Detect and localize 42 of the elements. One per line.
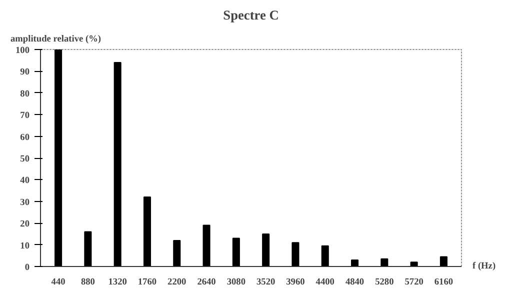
x-tick-label: 1320 [108, 278, 128, 288]
y-tick-label: 30 [20, 198, 30, 208]
bar [84, 231, 92, 266]
x-tick-label: 4840 [345, 278, 364, 288]
y-tick-label: 90 [20, 68, 30, 78]
x-tick-label: 3080 [226, 278, 246, 288]
y-tick-label: 60 [20, 132, 30, 143]
x-tick-label: 3520 [256, 278, 276, 288]
bar [262, 233, 270, 266]
y-axis-title: amplitude relative (%) [10, 34, 102, 44]
x-tick-label: 5280 [375, 278, 394, 288]
x-tick-label: 5720 [404, 278, 424, 288]
bar [321, 245, 329, 266]
y-tick-label: 50 [20, 154, 30, 164]
bar [440, 256, 448, 266]
bar [173, 240, 181, 266]
bar [202, 224, 210, 266]
y-tick-label: 100 [16, 46, 30, 56]
bar [232, 238, 240, 266]
x-axis-title: f (Hz) [472, 262, 496, 272]
bar [380, 258, 388, 266]
y-tick-label: 10 [20, 241, 30, 252]
y-tick-label: 80 [20, 89, 30, 100]
bar [54, 50, 62, 266]
y-tick-label: 20 [20, 220, 30, 230]
x-tick-label: 2200 [168, 278, 187, 288]
x-tick-label: 880 [80, 278, 96, 288]
x-tick-label: 3960 [286, 278, 306, 288]
bar [351, 259, 359, 266]
bar [143, 196, 151, 266]
bar [292, 242, 300, 266]
y-tick-label: 0 [24, 263, 30, 273]
chart-title: Spectre C [223, 8, 279, 22]
y-tick-label: 70 [20, 111, 30, 122]
x-tick-label: 1760 [138, 278, 157, 288]
x-tick-label: 4400 [316, 278, 335, 288]
bar [114, 62, 122, 266]
x-tick-label: 2640 [197, 278, 216, 288]
x-tick-label: 440 [51, 278, 66, 288]
bar [410, 262, 418, 266]
x-tick-label: 6160 [434, 278, 454, 288]
y-tick-label: 40 [20, 176, 30, 186]
